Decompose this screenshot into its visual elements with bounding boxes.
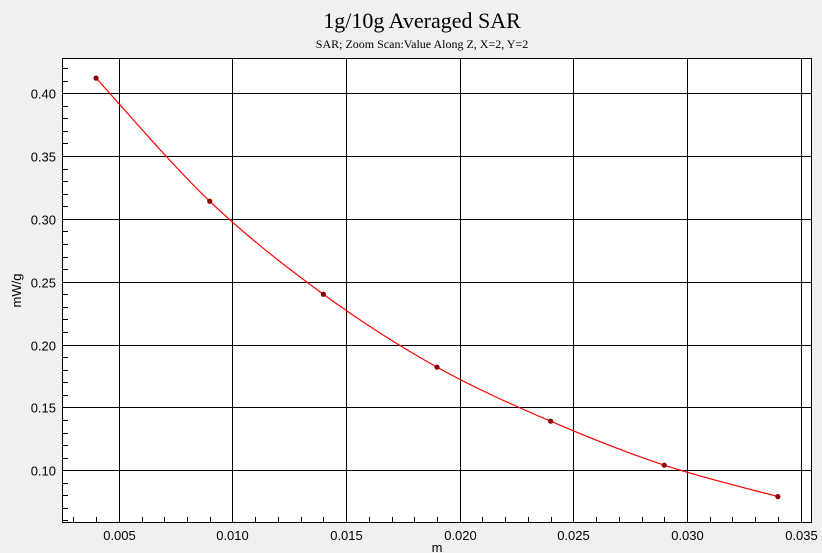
x-axis-label: m [432, 540, 443, 553]
chart-subtitle: SAR; Zoom Scan:Value Along Z, X=2, Y=2 [316, 37, 528, 51]
data-point [775, 494, 781, 500]
y-tick-labels: 0.10 0.15 0.20 0.25 0.30 0.35 0.40 [31, 87, 56, 479]
data-point [320, 291, 326, 297]
data-point [548, 418, 554, 424]
x-tick-label: 0.010 [216, 528, 249, 543]
plot-border [62, 58, 812, 523]
y-tick-label: 0.10 [31, 464, 56, 479]
y-tick-label: 0.40 [31, 87, 56, 102]
x-tick-label: 0.015 [330, 528, 363, 543]
x-tick-label: 0.030 [671, 528, 704, 543]
y-tick-label: 0.20 [31, 339, 56, 354]
y-tick-label: 0.35 [31, 150, 56, 165]
x-tick-label: 0.025 [557, 528, 590, 543]
plot-area [62, 58, 812, 523]
data-point [661, 462, 667, 468]
data-point [434, 364, 440, 370]
x-tick-label: 0.035 [785, 528, 818, 543]
x-tick-labels: 0.005 0.010 0.015 0.020 0.025 0.030 0.035 [103, 528, 818, 543]
grid-lines [62, 58, 812, 523]
series-group [93, 75, 781, 500]
y-axis-label: mW/g [9, 274, 24, 308]
data-point [207, 198, 213, 204]
y-tick-label: 0.15 [31, 401, 56, 416]
y-tick-label: 0.25 [31, 276, 56, 291]
chart-title: 1g/10g Averaged SAR [323, 8, 521, 33]
x-tick-label: 0.005 [103, 528, 136, 543]
x-tick-label: 0.020 [444, 528, 477, 543]
data-point [93, 75, 99, 81]
y-tick-label: 0.30 [31, 213, 56, 228]
